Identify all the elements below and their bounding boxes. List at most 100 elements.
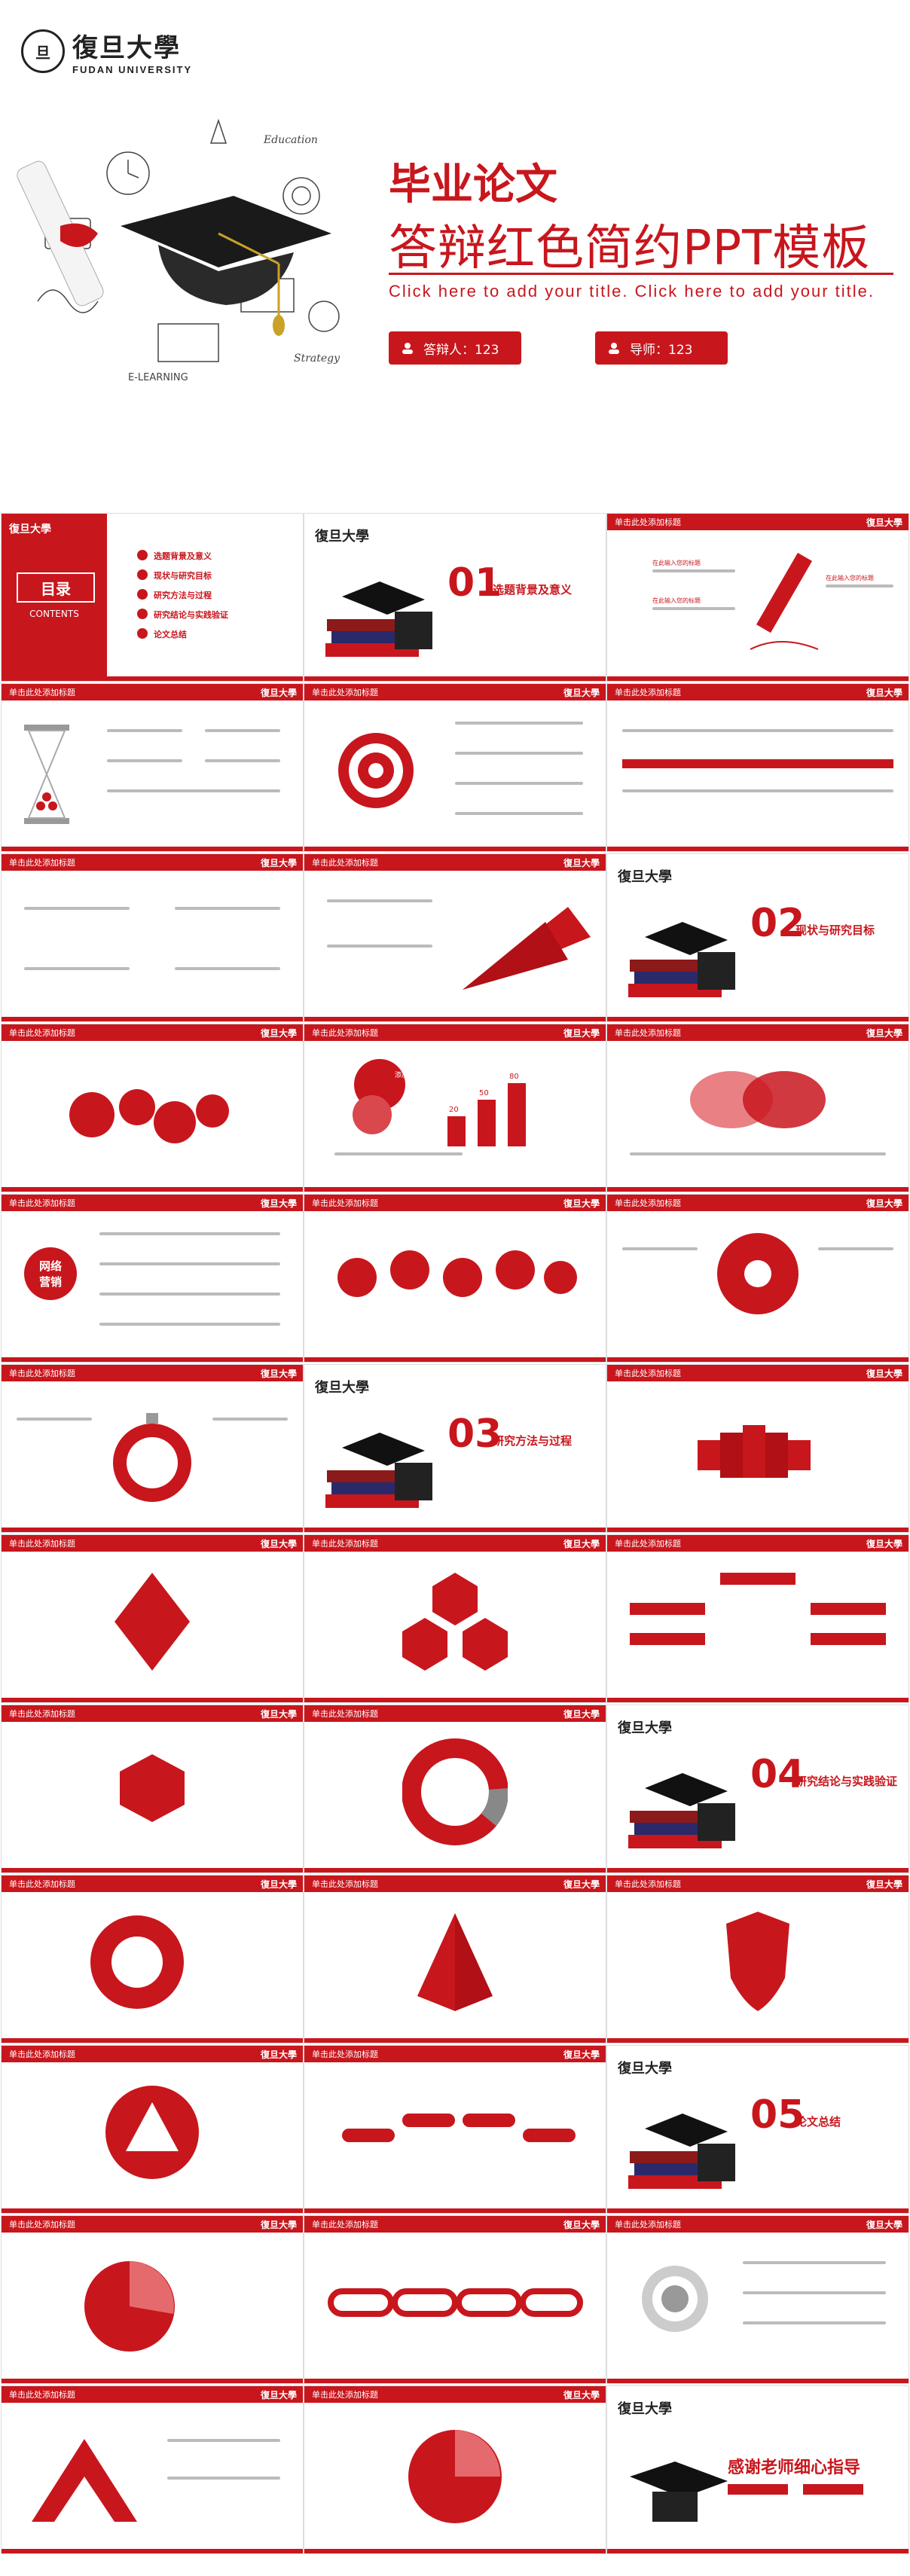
slide-ring[interactable]: 单击此处添加标题 復旦大學 xyxy=(304,1705,606,1872)
slide-sphere-cycle[interactable]: 单击此处添加标题 復旦大學 xyxy=(2,1876,303,2043)
slide-target[interactable]: 单击此处添加标题 復旦大學 xyxy=(304,684,606,851)
university-seal-icon: 旦 xyxy=(21,29,65,73)
slide-chain[interactable]: 单击此处添加标题 復旦大學 xyxy=(304,2216,606,2383)
bar-20 xyxy=(447,1116,466,1146)
slide-mini-logo: 復旦大學 xyxy=(260,1879,297,1890)
slide-process[interactable]: 单击此处添加标题 復旦大學 xyxy=(304,2046,606,2213)
slide-timeline[interactable]: 单击此处添加标题 復旦大學 xyxy=(607,684,908,851)
flow-node xyxy=(630,1603,705,1615)
slide-shield[interactable]: 单击此处添加标题 復旦大學 xyxy=(607,1876,908,2043)
text-line xyxy=(652,607,735,610)
slide-header: 单击此处添加标题 復旦大學 xyxy=(304,2046,606,2062)
bar-50 xyxy=(478,1100,496,1146)
slide-section-01[interactable]: 復旦大學 01 选题背景及意义 xyxy=(304,514,606,681)
text-line xyxy=(205,759,280,762)
slide-sphere[interactable]: 单击此处添加标题 復旦大學 xyxy=(304,2386,606,2553)
slide-mini-logo: 復旦大學 xyxy=(563,2390,600,2401)
slide-section-04[interactable]: 復旦大學 04 研究结论与实践验证 xyxy=(607,1705,908,1872)
slide-pinwheel[interactable]: 单击此处添加标题 復旦大學 xyxy=(607,1195,908,1362)
slide-mini-logo: 復旦大學 xyxy=(315,1380,369,1396)
hero-subtitle[interactable]: Click here to add your title. Click here… xyxy=(389,282,875,301)
hourglass-icon xyxy=(24,725,69,824)
books-cap-icon xyxy=(628,2114,735,2189)
slide-pie-3d[interactable]: 单击此处添加标题 復旦大學 xyxy=(2,2216,303,2383)
slide-pyramid[interactable]: 单击此处添加标题 復旦大學 xyxy=(304,1876,606,2043)
slide-header-title: 单击此处添加标题 xyxy=(615,2220,681,2230)
slide-bars[interactable]: 单击此处添加标题 復旦大學 添加标题 20 50 80 xyxy=(304,1024,606,1192)
text-line xyxy=(455,752,583,755)
presenter-pill: 答辩人：123 xyxy=(389,331,521,365)
presenter-icon xyxy=(402,343,413,354)
slide-section-02[interactable]: 復旦大學 02 现状与研究目标 xyxy=(607,854,908,1021)
text-line xyxy=(175,967,280,970)
text-line xyxy=(334,1152,463,1155)
toc-title: 目录 xyxy=(17,572,95,603)
slide-header: 单击此处添加标题 復旦大學 xyxy=(607,1876,908,1892)
slide-header-title: 单击此处添加标题 xyxy=(9,1539,75,1549)
slide-stopwatch[interactable]: 单击此处添加标题 復旦大學 xyxy=(2,1365,303,1532)
slide-mini-logo: 復旦大學 xyxy=(563,1028,600,1039)
slide-section-03[interactable]: 復旦大學 03 研究方法与过程 xyxy=(304,1365,606,1532)
slide-arrows-3d[interactable]: 单击此处添加标题 復旦大學 xyxy=(2,2386,303,2553)
toc-item-4[interactable]: 研究结论与实践验证 xyxy=(154,610,228,620)
slide-infinity[interactable]: 单击此处添加标题 復旦大學 xyxy=(607,1024,908,1192)
slide-blocks[interactable]: 单击此处添加标题 復旦大學 xyxy=(607,1365,908,1532)
slide-section-05[interactable]: 復旦大學 05 论文总结 xyxy=(607,2046,908,2213)
slide-header: 单击此处添加标题 復旦大學 xyxy=(2,2046,303,2062)
toc-item-1[interactable]: 选题背景及意义 xyxy=(154,551,212,561)
toc-subtitle: CONTENTS xyxy=(29,609,79,619)
slide-diamond[interactable]: 单击此处添加标题 復旦大學 xyxy=(2,1535,303,1702)
slide-gears[interactable]: 单击此处添加标题 復旦大學 xyxy=(2,1024,303,1192)
slide-hourglass[interactable]: 单击此处添加标题 復旦大學 xyxy=(2,684,303,851)
ring-cycle-icon xyxy=(402,1738,508,1845)
slide-footer xyxy=(2,2379,303,2383)
slide-hexagons[interactable]: 单击此处添加标题 復旦大學 xyxy=(304,1535,606,1702)
slide-header: 单击此处添加标题 復旦大學 xyxy=(607,1024,908,1041)
slide-header-title: 单击此处添加标题 xyxy=(312,688,378,697)
slide-toc[interactable]: 復旦大學 目录 CONTENTS 选题背景及意义 现状与研究目标 研究方法与过程… xyxy=(2,514,303,681)
slide-four-icons[interactable]: 单击此处添加标题 復旦大學 xyxy=(2,854,303,1021)
gears-icon xyxy=(69,1089,229,1143)
slide-network[interactable]: 单击此处添加标题 復旦大學 网络 营销 xyxy=(2,1195,303,1362)
flow-node xyxy=(630,1633,705,1645)
slide-footer xyxy=(2,1868,303,1872)
slide-header-title: 单击此处添加标题 xyxy=(615,1369,681,1378)
slide-mini-logo: 復旦大學 xyxy=(563,688,600,698)
slide-footer xyxy=(607,1187,908,1192)
circles-icon xyxy=(353,1059,405,1134)
slide-fan[interactable]: 单击此处添加标题 復旦大學 xyxy=(304,854,606,1021)
slide-gray-rings[interactable]: 单击此处添加标题 復旦大學 xyxy=(607,2216,908,2383)
slide-mini-logo: 復旦大學 xyxy=(260,2050,297,2060)
slide-mini-logo: 復旦大學 xyxy=(618,869,672,885)
toc-item-3[interactable]: 研究方法与过程 xyxy=(154,591,212,600)
books-cap-icon xyxy=(325,581,432,657)
text-line xyxy=(99,1323,280,1326)
slide-header-title: 单击此处添加标题 xyxy=(615,1539,681,1549)
slide-footer xyxy=(607,2549,908,2553)
toc-bullet-icon xyxy=(137,550,148,560)
slide-mini-logo: 復旦大學 xyxy=(866,1369,902,1379)
slide-footer xyxy=(2,1017,303,1021)
slide-header: 单击此处添加标题 復旦大學 xyxy=(2,684,303,700)
thanks-title: 感谢老师细心指导 xyxy=(728,2458,861,2477)
blocks-icon xyxy=(698,1425,811,1478)
slide-footer xyxy=(2,2038,303,2043)
center-hexagon-icon xyxy=(120,1754,185,1822)
slide-triangle-circle[interactable]: 单击此处添加标题 復旦大學 xyxy=(2,2046,303,2213)
text-line xyxy=(455,722,583,725)
slide-header: 单击此处添加标题 復旦大學 xyxy=(2,1024,303,1041)
toc-item-2[interactable]: 现状与研究目标 xyxy=(154,571,212,581)
slide-gear-row[interactable]: 单击此处添加标题 復旦大學 xyxy=(304,1195,606,1362)
sphere-cycle-icon xyxy=(90,1915,184,2009)
text-line xyxy=(212,1418,288,1421)
slide-pencil[interactable]: 单击此处添加标题 復旦大學 在此输入您的标题 在此输入您的标题 在此输入您的标题 xyxy=(607,514,908,681)
slide-hex-icons[interactable]: 单击此处添加标题 復旦大學 xyxy=(2,1705,303,1872)
hero-divider xyxy=(389,273,893,275)
slide-header-title: 单击此处添加标题 xyxy=(615,688,681,697)
slide-flowchart[interactable]: 单击此处添加标题 復旦大學 xyxy=(607,1535,908,1702)
bar-value-3: 80 xyxy=(509,1073,519,1081)
toc-item-5[interactable]: 论文总结 xyxy=(154,630,187,639)
slide-thanks[interactable]: 復旦大學 感谢老师细心指导 xyxy=(607,2386,908,2553)
thanks-pill xyxy=(728,2484,788,2495)
slide-header-title: 单击此处添加标题 xyxy=(312,1879,378,1889)
